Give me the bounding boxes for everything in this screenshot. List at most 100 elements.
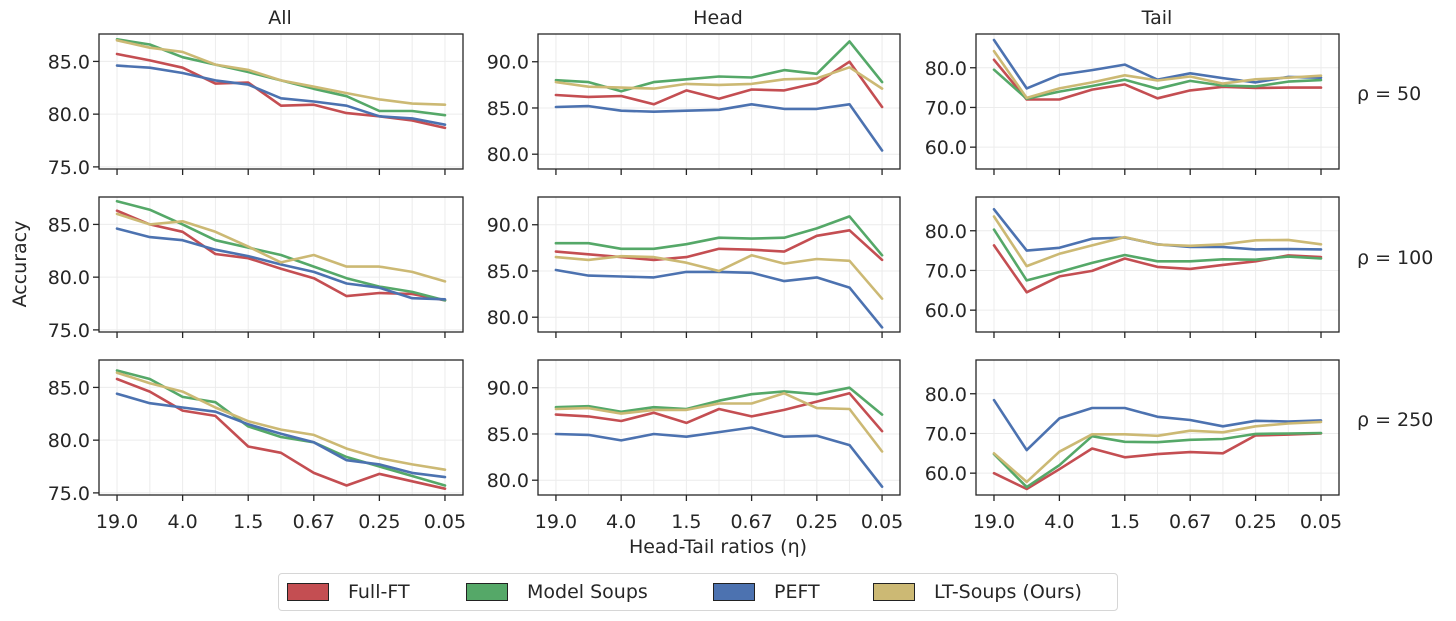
- panel-r3-head-ytick-label: 85.0: [487, 424, 529, 446]
- panel-r3-all-frame: [98, 359, 464, 496]
- panel-r2-all: 75.0 80.0 85.0: [48, 196, 464, 342]
- legend-label-lt-soups: LT-Soups (Ours): [934, 581, 1082, 603]
- y-axis-title: Accuracy: [9, 221, 31, 308]
- panel-r2-tail-line-lt-soups-ours: [992, 215, 1323, 268]
- panel-r3-head-xtick-label: 4.0: [606, 511, 636, 533]
- panel-r3-tail-xtick-label: 19.0: [973, 511, 1015, 533]
- legend: Full-FT Model Soups PEFT LT-Soups (Ours): [278, 573, 1118, 611]
- panel-r1-tail-series: [992, 38, 1323, 101]
- panel-r3-head-xtick-label: 0.25: [796, 511, 838, 533]
- row-label-rho-250: ρ = 250: [1357, 409, 1433, 431]
- panel-r1-all: 75.0 80.0 85.0: [48, 33, 464, 179]
- panel-r3-head-line-peft: [554, 426, 884, 489]
- panel-r1-head-ytick-label: 85.0: [487, 98, 529, 120]
- legend-item-lt-soups: LT-Soups (Ours): [873, 580, 1082, 604]
- panel-r2-head-ytick-label: 85.0: [487, 261, 529, 283]
- panel-r2-head-series: [554, 215, 884, 329]
- panel-r3-tail-xtick-label: 0.05: [1300, 511, 1342, 533]
- panel-r3-all-line-lt-soups-ours: [115, 371, 447, 472]
- legend-label-model-soups: Model Soups: [527, 581, 648, 603]
- panel-r3-tail-series: [992, 398, 1323, 491]
- column-title-tail: Tail: [1141, 7, 1173, 29]
- panel-r2-all-line-lt-soups-ours: [115, 212, 447, 283]
- panel-r1-all-ytick-label: 80.0: [48, 104, 90, 126]
- panel-r3-all-ytick-label: 85.0: [48, 377, 90, 399]
- panel-r3-head-series: [554, 386, 884, 489]
- panel-r1-head: 80.0 85.0 90.0: [487, 33, 901, 175]
- panel-r3-tail-ytick-label: 70.0: [925, 423, 967, 445]
- panel-r2-head-line-model-soups: [554, 215, 884, 257]
- panel-r1-all-ytick-label: 75.0: [48, 157, 90, 179]
- panel-r3-all-xtick-label: 4.0: [168, 511, 198, 533]
- panel-r1-all-line-lt-soups-ours: [115, 38, 447, 106]
- panel-r3-tail-xtick-label: 0.67: [1169, 511, 1211, 533]
- panel-r2-tail-ytick-label: 70.0: [925, 260, 967, 282]
- panel-r3-all-xtick-label: 1.5: [233, 511, 263, 533]
- panel-r1-tail-line-model-soups: [992, 68, 1323, 100]
- panel-r3-tail-line-peft: [992, 398, 1323, 452]
- panel-r3-tail-xtick-label: 0.25: [1234, 511, 1276, 533]
- panel-r3-all-ytick-label: 75.0: [48, 483, 90, 505]
- panel-r3-all-line-peft: [115, 392, 447, 479]
- panel-r1-all-frame: [98, 33, 464, 170]
- panel-r2-head-ytick-label: 80.0: [487, 307, 529, 329]
- panel-r3-head-xtick-label: 0.05: [861, 511, 903, 533]
- panel-r1-tail-line-full-ft: [992, 58, 1323, 101]
- panel-r3-tail-ytick-label: 60.0: [925, 463, 967, 485]
- panel-r1-all-line-peft: [115, 64, 447, 126]
- panel-r1-tail-ytick-label: 70.0: [925, 97, 967, 119]
- panel-r3-head-ytick-label: 80.0: [487, 470, 529, 492]
- panel-r3-tail-line-full-ft: [992, 432, 1323, 491]
- panel-r3-all: 75.0 80.0 85.0 19.0 4.0 1.5 0.67 0.25 0.05: [48, 359, 466, 533]
- legend-item-full-ft: Full-FT: [287, 580, 410, 604]
- x-axis-title: Head-Tail ratios (η): [629, 536, 807, 558]
- panel-r1-head-frame: [537, 33, 901, 170]
- panel-r2-all-line-full-ft: [115, 209, 447, 302]
- panel-r2-tail-ytick-label: 60.0: [925, 300, 967, 322]
- legend-swatch-peft: [713, 583, 755, 601]
- panel-r3-tail-frame: [975, 359, 1340, 496]
- panel-r2-head-frame: [537, 196, 901, 333]
- panel-r1-head-line-peft: [554, 103, 884, 152]
- legend-swatch-full-ft: [287, 583, 329, 601]
- panel-r3-tail-ytick-label: 80.0: [925, 384, 967, 406]
- legend-label-full-ft: Full-FT: [348, 581, 410, 603]
- legend-swatch-model-soups: [466, 583, 508, 601]
- panel-r2-all-ytick-label: 85.0: [48, 214, 90, 236]
- panel-r3-head-ytick-label: 90.0: [487, 378, 529, 400]
- legend-item-model-soups: Model Soups: [466, 580, 648, 604]
- panel-r2-all-frame: [98, 196, 464, 333]
- panel-r3-tail-xtick-label: 1.5: [1110, 511, 1140, 533]
- panel-r1-all-ytick-label: 85.0: [48, 51, 90, 73]
- panel-r3-all-series: [115, 369, 447, 491]
- column-title-all: All: [268, 7, 292, 29]
- panel-r2-tail-series: [992, 208, 1323, 294]
- panel-r3-tail-line-lt-soups-ours: [992, 420, 1323, 484]
- legend-label-peft: PEFT: [774, 581, 820, 603]
- panel-r1-tail-line-lt-soups-ours: [992, 49, 1323, 100]
- panel-r2-all-ytick-label: 75.0: [48, 320, 90, 342]
- panel-r3-head-xtick-label: 0.67: [730, 511, 772, 533]
- panel-r2-head-ytick-label: 90.0: [487, 215, 529, 237]
- panel-r3-tail-line-model-soups: [992, 431, 1323, 489]
- panel-r2-tail-frame: [975, 196, 1340, 333]
- panel-r1-all-series: [115, 37, 447, 130]
- legend-item-peft: PEFT: [713, 580, 820, 604]
- panel-r3-all-ytick-label: 80.0: [48, 430, 90, 452]
- panel-r2-all-line-model-soups: [115, 199, 447, 302]
- panel-r1-head-series: [554, 40, 884, 152]
- panel-r2-head: 80.0 85.0 90.0: [487, 196, 901, 338]
- panel-r2-all-series: [115, 199, 447, 302]
- labels-layer: All Head Tail Accuracy Head-Tail ratios …: [9, 7, 1433, 558]
- panel-r3-head-xtick-label: 19.0: [535, 511, 577, 533]
- panel-r1-head-line-lt-soups-ours: [554, 66, 884, 90]
- panel-r1-tail-frame: [975, 33, 1340, 170]
- panel-r3-tail-xtick-label: 4.0: [1044, 511, 1074, 533]
- panel-r3-all-xtick-label: 0.25: [358, 511, 400, 533]
- panel-r2-tail-ytick-label: 80.0: [925, 221, 967, 243]
- panel-r2-tail-line-model-soups: [992, 228, 1323, 282]
- panel-r2-tail: 60.0 70.0 80.0: [925, 196, 1340, 338]
- panel-r1-tail: 60.0 70.0 80.0: [925, 33, 1340, 175]
- panel-r3-all-line-model-soups: [115, 369, 447, 487]
